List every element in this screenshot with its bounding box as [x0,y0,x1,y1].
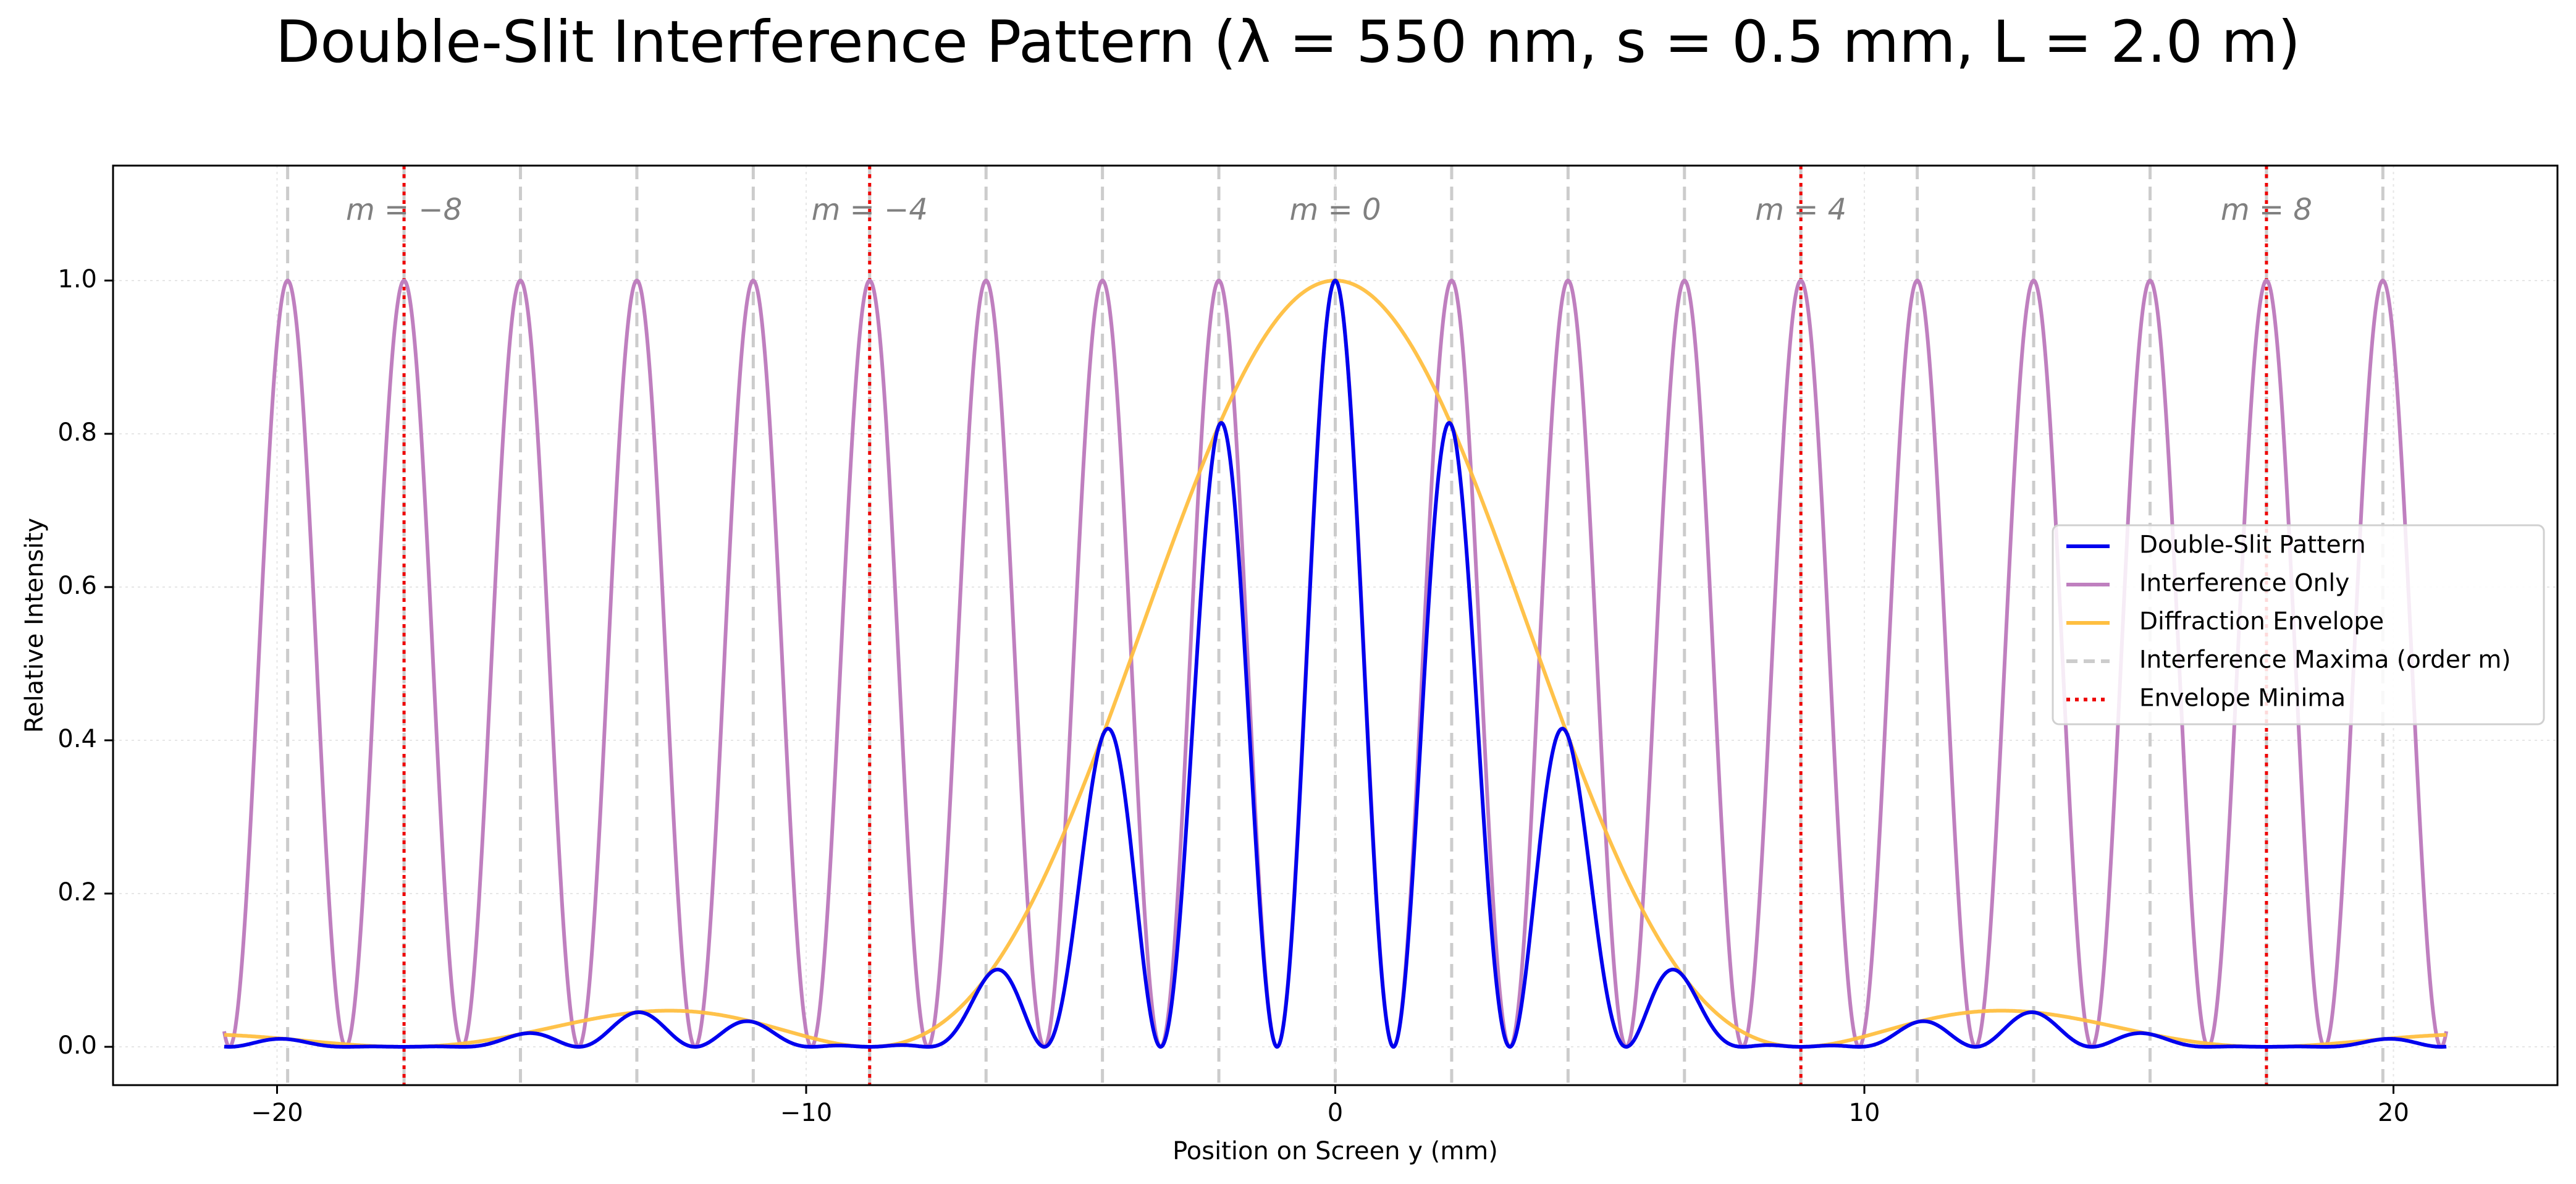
y-tick-label: 0.0 [57,1031,97,1060]
order-labels: m = −8 m = −4 m = 0 m = 4 m = 8 [346,192,2312,227]
order-label: m = 8 [2221,192,2312,227]
x-tick-label: 10 [1849,1099,1880,1127]
legend-entry: Interference Only [2139,570,2349,598]
legend-entry: Interference Maxima (order m) [2139,646,2511,674]
x-tick-label: 20 [2378,1099,2409,1127]
x-tick-label: −20 [251,1099,303,1127]
x-tick-label: −10 [780,1099,832,1127]
y-tick-label: 0.8 [57,418,97,447]
legend-entry: Envelope Minima [2139,685,2346,713]
order-label: m = 0 [1289,192,1381,227]
y-tick-label: 1.0 [57,265,97,294]
y-tick-label: 0.2 [57,878,97,907]
legend-entry: Diffraction Envelope [2139,608,2384,636]
x-tick-label: 0 [1328,1099,1343,1127]
order-label: m = −4 [812,192,928,227]
y-tick-label: 0.4 [57,725,97,753]
chart-title: Double-Slit Interference Pattern (λ = 55… [276,9,2300,76]
ticks: −20 −10 0 10 20 0.0 0.2 0.4 0.6 0.8 1.0 [57,265,2409,1127]
curves [222,278,2449,1049]
legend-box [2052,524,2545,725]
y-axis-title: Relative Intensity [20,518,49,733]
interference-maxima-lines [286,166,2384,1085]
x-axis-title: Position on Screen y (mm) [1172,1137,1498,1165]
order-label: m = −8 [346,192,462,227]
double-slit-pattern-line [224,278,2447,1049]
legend: Double-Slit Pattern Interference Only Diff… [2052,524,2545,725]
legend-entry: Double-Slit Pattern [2139,531,2366,559]
y-tick-label: 0.6 [57,572,97,600]
order-label: m = 4 [1755,192,1846,227]
